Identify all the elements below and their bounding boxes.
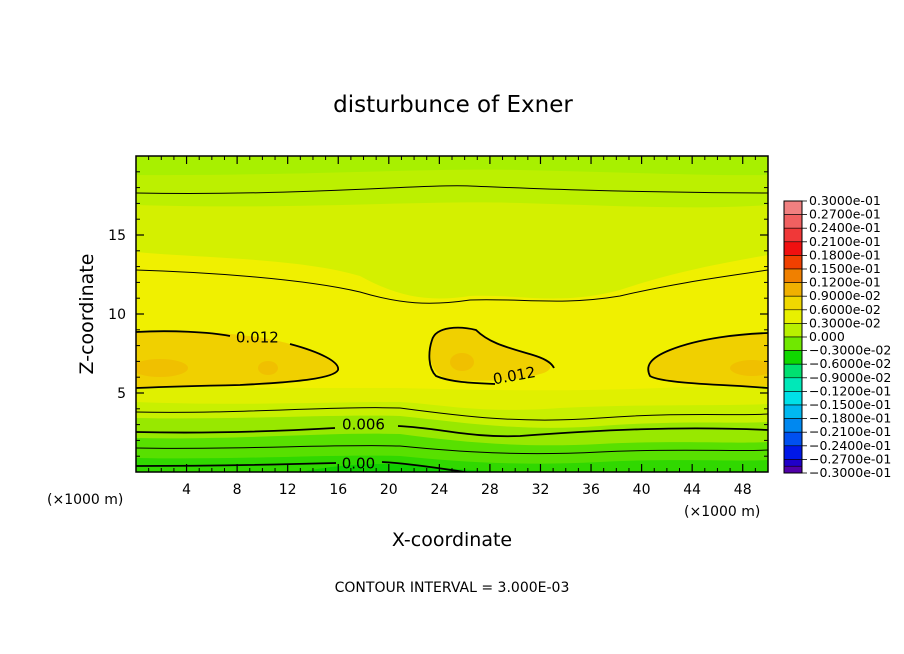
colorbar-label: −0.3000e-01 bbox=[809, 465, 891, 480]
colorbar-label: −0.1800e-01 bbox=[809, 411, 891, 426]
colorbar-label: −0.1200e-01 bbox=[809, 383, 891, 398]
contour-line-0006 bbox=[136, 425, 768, 438]
colorbar-label: 0.1500e-01 bbox=[809, 261, 881, 276]
colorbar-label: −0.2700e-01 bbox=[809, 451, 891, 466]
colorbar-label: 0.6000e-02 bbox=[809, 302, 881, 317]
contour-interval-note: CONTOUR INTERVAL = 3.000E-03 bbox=[335, 580, 570, 596]
contour-line-0012-right bbox=[647, 332, 768, 389]
x-axis-unit: (×1000 m) bbox=[47, 492, 123, 508]
y-axis: 5 10 15 bbox=[108, 171, 768, 457]
colorbar: 0.3000e-010.2700e-010.2400e-010.2100e-01… bbox=[783, 193, 891, 480]
colorbar-swatch bbox=[783, 350, 803, 365]
contour-label: 0.012 bbox=[236, 329, 279, 347]
colorbar-label: −0.3000e-02 bbox=[809, 343, 891, 358]
colorbar-label: 0.2400e-01 bbox=[809, 220, 881, 235]
x-tick-label: 32 bbox=[532, 482, 550, 498]
chart-title: disturbunce of Exner bbox=[333, 92, 573, 118]
y-tick-label: 5 bbox=[117, 386, 126, 402]
colorbar-label: 0.000 bbox=[809, 329, 845, 344]
colorbar-swatch bbox=[783, 445, 803, 460]
contour-line bbox=[136, 185, 768, 194]
x-tick-label: 48 bbox=[734, 482, 752, 498]
core-left bbox=[136, 359, 188, 377]
core-center bbox=[450, 353, 474, 371]
y-axis-unit: (×1000 m) bbox=[684, 504, 760, 520]
x-tick-label: 20 bbox=[380, 482, 398, 498]
colorbar-swatch bbox=[783, 200, 803, 215]
colorbar-label: 0.1800e-01 bbox=[809, 247, 881, 262]
contour-label: 0.006 bbox=[342, 416, 385, 434]
colorbar-swatch bbox=[783, 363, 803, 379]
colorbar-label: 0.2100e-01 bbox=[809, 234, 881, 249]
colorbar-swatch bbox=[783, 255, 803, 270]
colorbar-swatch bbox=[783, 418, 803, 433]
colorbar-swatch bbox=[783, 241, 803, 256]
contour-label: 0.00 bbox=[342, 454, 375, 472]
y-tick-label: 15 bbox=[108, 228, 126, 244]
colorbar-label: −0.2400e-01 bbox=[809, 438, 891, 453]
y-axis-title: Z-coordinate bbox=[76, 254, 98, 375]
x-tick-label: 24 bbox=[430, 482, 448, 498]
colorbar-label: 0.3000e-02 bbox=[809, 315, 881, 330]
x-tick-label: 4 bbox=[182, 482, 191, 498]
contour-line-000 bbox=[136, 461, 472, 472]
x-tick-label: 12 bbox=[279, 482, 297, 498]
colorbar-swatch bbox=[783, 404, 803, 419]
x-tick-label: 8 bbox=[233, 482, 242, 498]
x-tick-label: 36 bbox=[582, 482, 600, 498]
x-tick-label: 44 bbox=[683, 482, 701, 498]
colorbar-swatch bbox=[783, 323, 803, 338]
band-green-dark bbox=[136, 455, 768, 472]
colorbar-label: 0.1200e-01 bbox=[809, 275, 881, 290]
colorbar-swatch bbox=[783, 309, 803, 324]
colorbar-swatch bbox=[783, 431, 803, 447]
colorbar-swatch bbox=[783, 214, 803, 229]
colorbar-label: 0.9000e-02 bbox=[809, 288, 881, 303]
x-tick-label: 28 bbox=[481, 482, 499, 498]
colorbar-swatch bbox=[783, 282, 803, 297]
contour-line-0012-left bbox=[136, 330, 339, 389]
contour-line bbox=[136, 269, 768, 304]
colorbar-label: −0.1500e-01 bbox=[809, 397, 891, 412]
contour-line-0012-center bbox=[428, 326, 555, 385]
colorbar-label: −0.6000e-02 bbox=[809, 356, 891, 371]
x-axis-title: X-coordinate bbox=[392, 529, 512, 551]
colorbar-swatch bbox=[783, 227, 803, 243]
colorbar-label: 0.3000e-01 bbox=[809, 193, 881, 208]
lobe-left bbox=[136, 331, 339, 387]
contour-line bbox=[136, 445, 768, 455]
colorbar-label: −0.9000e-02 bbox=[809, 370, 891, 385]
x-tick-label: 40 bbox=[633, 482, 651, 498]
colorbar-swatch bbox=[783, 336, 803, 351]
colorbar-label: −0.2100e-01 bbox=[809, 424, 891, 439]
colorbar-frame bbox=[783, 200, 803, 474]
colorbar-swatch bbox=[783, 268, 803, 283]
colorbar-swatch bbox=[783, 377, 803, 392]
colorbar-swatch bbox=[783, 391, 803, 406]
colorbar-swatch bbox=[783, 465, 803, 474]
core-right bbox=[730, 360, 768, 376]
x-axis: 4 8 12 16 20 24 28 32 36 40 44 48 bbox=[148, 156, 756, 498]
contour-line bbox=[136, 407, 768, 421]
core-left2 bbox=[258, 361, 278, 375]
colorbar-label: 0.2700e-01 bbox=[809, 207, 881, 222]
x-tick-label: 16 bbox=[329, 482, 347, 498]
colorbar-swatch bbox=[783, 295, 803, 311]
y-tick-label: 10 bbox=[108, 307, 126, 323]
band-bottom bbox=[300, 464, 540, 472]
